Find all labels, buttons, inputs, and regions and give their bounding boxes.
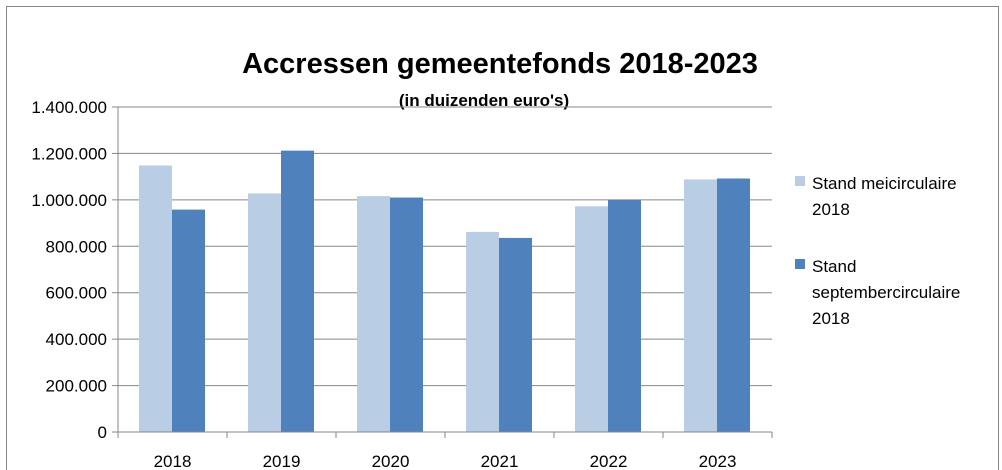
y-tick-label: 0 <box>98 423 107 442</box>
gridlines <box>118 106 772 387</box>
x-tick-label: 2021 <box>481 452 519 470</box>
y-tick-label: 1.400.000 <box>31 98 107 117</box>
x-tick-label: 2018 <box>154 452 192 470</box>
y-axis-tick-labels: 0 200.000 400.000 600.000 800.000 1.000.000 1.… <box>31 98 107 442</box>
legend-label-line: septembercirculaire <box>812 283 960 302</box>
y-tick-label: 800.000 <box>46 237 107 256</box>
chart-subtitle: (in duizenden euro's) <box>399 91 569 110</box>
x-axis-tick-labels: 2018 2019 2020 2021 2022 2023 <box>154 452 737 470</box>
bars <box>139 150 750 432</box>
bar-series-2-2023 <box>717 178 750 432</box>
x-tick-label: 2023 <box>699 452 737 470</box>
bar-series-1-2023 <box>684 179 717 432</box>
x-tick-label: 2020 <box>372 452 410 470</box>
bar-series-2-2022 <box>608 199 641 432</box>
legend-label-1: Stand meicirculaire 2018 <box>812 174 957 219</box>
bar-series-1-2019 <box>248 193 281 432</box>
legend: Stand meicirculaire 2018 Stand septembercir… <box>795 174 960 328</box>
legend-label-2: Stand septembercirculaire 2018 <box>812 257 960 328</box>
legend-label-line: Stand meicirculaire <box>812 174 957 193</box>
y-tick-label: 400.000 <box>46 330 107 349</box>
y-tick-label: 200.000 <box>46 377 107 396</box>
bar-series-2-2019 <box>281 150 314 432</box>
bar-series-1-2022 <box>575 206 608 432</box>
legend-swatch-2 <box>795 259 805 269</box>
bar-series-2-2020 <box>390 197 423 432</box>
x-tick-label: 2019 <box>263 452 301 470</box>
legend-label-line: Stand <box>812 257 856 276</box>
legend-label-line: 2018 <box>812 309 850 328</box>
bar-series-1-2020 <box>357 196 390 432</box>
axes <box>112 106 773 438</box>
y-tick-label: 600.000 <box>46 284 107 303</box>
bar-series-1-2021 <box>466 231 499 432</box>
bar-series-2-2021 <box>499 237 532 432</box>
legend-swatch-1 <box>795 176 805 186</box>
bar-series-1-2018 <box>139 165 172 432</box>
y-tick-label: 1.000.000 <box>31 191 107 210</box>
y-tick-label: 1.200.000 <box>31 144 107 163</box>
chart-title: Accressen gemeentefonds 2018-2023 <box>242 48 758 80</box>
legend-label-line: 2018 <box>812 200 850 219</box>
bar-series-2-2018 <box>172 209 205 432</box>
x-tick-label: 2022 <box>590 452 628 470</box>
